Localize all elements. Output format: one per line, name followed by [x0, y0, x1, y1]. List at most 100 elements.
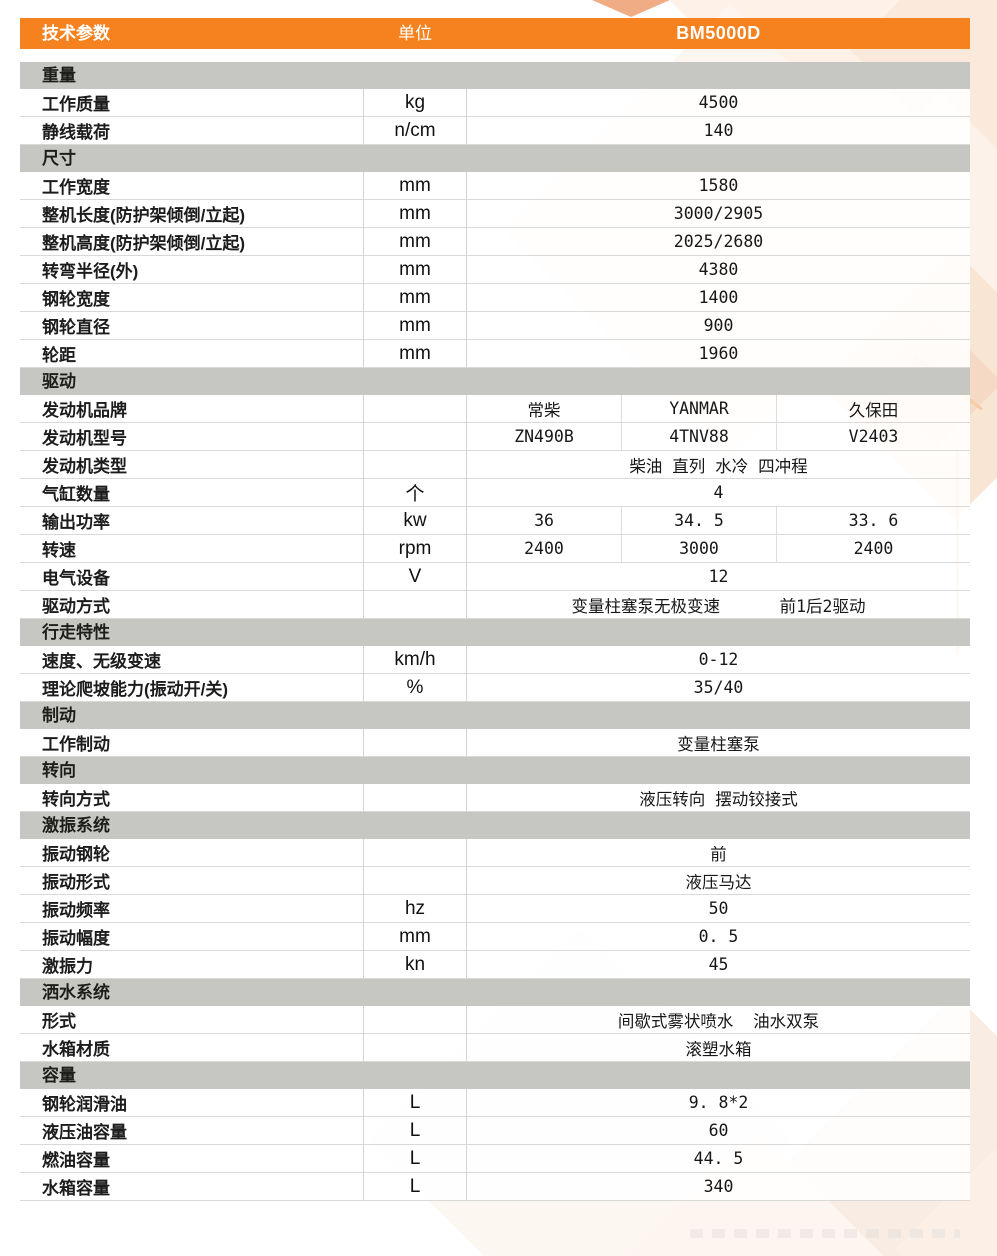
- spec-value: 变量柱塞泵: [677, 734, 760, 754]
- section-header: 转向: [20, 757, 970, 784]
- spec-unit: mm: [363, 256, 467, 283]
- spec-value: 1960: [698, 344, 739, 363]
- spec-unit: L: [363, 1173, 467, 1200]
- spec-unit: L: [363, 1117, 467, 1144]
- spec-value: 0-12: [698, 650, 739, 669]
- section-header: 尺寸: [20, 145, 970, 172]
- spec-unit: [363, 1034, 467, 1061]
- spec-value-group: ZN490B 4TNV88 V2403: [467, 423, 970, 450]
- spec-value: 4500: [698, 93, 739, 112]
- spec-label: 电气设备: [42, 569, 110, 588]
- spec-value: 3000/2905: [673, 204, 764, 223]
- spec-value: 140: [703, 121, 734, 140]
- bg-triangle-top: [592, 0, 670, 17]
- spec-label: 发动机类型: [42, 457, 127, 476]
- spec-subvalue: 常柴: [467, 395, 622, 422]
- spec-label: 整机长度(防护架倾倒/立起): [42, 206, 246, 225]
- section-header: 洒水系统: [20, 979, 970, 1006]
- spec-value: 变量柱塞泵无极变速 前1后2驱动: [571, 596, 866, 616]
- spec-unit: mm: [363, 340, 467, 367]
- spec-unit: V: [363, 563, 467, 590]
- section-header: 制动: [20, 702, 970, 729]
- spec-label: 输出功率: [42, 513, 110, 532]
- spec-row: 水箱容量 L 340: [20, 1173, 970, 1201]
- watermark: [690, 1229, 960, 1238]
- spec-row: 转弯半径(外) mm 4380: [20, 256, 970, 284]
- spec-label: 理论爬坡能力(振动开/关): [42, 680, 229, 699]
- spec-value: 60: [708, 1121, 729, 1140]
- spec-label: 钢轮宽度: [42, 290, 110, 309]
- spec-label: 水箱材质: [42, 1040, 110, 1059]
- spec-value: 12: [708, 567, 729, 586]
- spec-row: 气缸数量 个 4: [20, 479, 970, 507]
- spec-unit: [363, 395, 467, 422]
- spec-row: 钢轮润滑油 L 9. 8*2: [20, 1089, 970, 1117]
- spec-label: 激振力: [42, 957, 93, 976]
- spec-unit: km/h: [363, 646, 467, 673]
- spec-subvalue: V2403: [848, 427, 899, 446]
- table-body: 重量 工作质量 kg 4500 静线载荷 n/cm 140 尺寸 工作宽度 mm 1580 整机长度(…: [20, 62, 970, 1201]
- spec-row: 轮距 mm 1960: [20, 340, 970, 368]
- spec-label: 形式: [42, 1012, 76, 1031]
- spec-subvalue: 久保田: [848, 400, 899, 420]
- spec-subvalue: 36: [467, 507, 622, 534]
- spec-value: 50: [708, 899, 729, 918]
- spec-value: 液压转向 摆动铰接式: [639, 789, 798, 809]
- spec-unit: [363, 1006, 467, 1033]
- spec-row: 振动频率 hz 50: [20, 895, 970, 923]
- spec-row: 燃油容量 L 44. 5: [20, 1145, 970, 1173]
- spec-row: 发动机品牌 常柴 YANMAR 久保田: [20, 395, 970, 423]
- spec-row: 激振力 kn 45: [20, 951, 970, 979]
- spec-label: 工作质量: [42, 95, 110, 114]
- spec-unit: hz: [363, 895, 467, 922]
- spec-value: 前: [710, 844, 727, 864]
- spec-label: 水箱容量: [42, 1179, 110, 1198]
- spec-subvalue: ZN490B: [467, 423, 622, 450]
- spec-subvalue: 3000: [622, 535, 777, 562]
- spec-row: 整机长度(防护架倾倒/立起) mm 3000/2905: [20, 200, 970, 228]
- spec-subvalue: 34. 5: [622, 507, 777, 534]
- spec-value: 2025/2680: [673, 232, 764, 251]
- section-header: 容量: [20, 1062, 970, 1089]
- spec-subvalue: YANMAR: [622, 395, 777, 422]
- spec-unit: mm: [363, 228, 467, 255]
- spec-label: 工作制动: [42, 735, 110, 754]
- spec-label: 整机高度(防护架倾倒/立起): [42, 234, 246, 253]
- section-header: 行走特性: [20, 619, 970, 646]
- spec-value: 1400: [698, 288, 739, 307]
- spec-unit: [363, 867, 467, 894]
- spec-row: 工作制动 变量柱塞泵: [20, 729, 970, 757]
- spec-value: 900: [703, 316, 734, 335]
- spec-row: 转速 rpm 2400 3000 2400: [20, 535, 970, 563]
- spec-row: 发动机类型 柴油 直列 水冷 四冲程: [20, 451, 970, 479]
- spec-unit: L: [363, 1145, 467, 1172]
- spec-row: 转向方式 液压转向 摆动铰接式: [20, 784, 970, 812]
- spec-unit: [363, 591, 467, 618]
- spec-value: 0. 5: [698, 927, 739, 946]
- spec-row: 振动幅度 mm 0. 5: [20, 923, 970, 951]
- spec-value: 4380: [698, 260, 739, 279]
- spec-value-group: 2400 3000 2400: [467, 535, 970, 562]
- spec-value: 4: [713, 483, 724, 502]
- spec-row: 工作宽度 mm 1580: [20, 172, 970, 200]
- spec-unit: mm: [363, 200, 467, 227]
- spec-subvalue: 4TNV88: [622, 423, 777, 450]
- spec-label: 发动机品牌: [42, 401, 127, 420]
- spec-subvalue: 33. 6: [848, 511, 899, 530]
- table-header-band: 技术参数 单位 BM5000D: [20, 18, 970, 49]
- spec-value: 44. 5: [693, 1149, 744, 1168]
- spec-row: 电气设备 V 12: [20, 563, 970, 591]
- spec-label: 液压油容量: [42, 1123, 127, 1142]
- spec-row: 钢轮宽度 mm 1400: [20, 284, 970, 312]
- spec-row: 输出功率 kw 36 34. 5 33. 6: [20, 507, 970, 535]
- spec-value-group: 36 34. 5 33. 6: [467, 507, 970, 534]
- spec-subvalue: 2400: [467, 535, 622, 562]
- spec-value: 9. 8*2: [688, 1093, 749, 1112]
- spec-unit: n/cm: [363, 117, 467, 144]
- spec-row: 速度、无级变速 km/h 0-12: [20, 646, 970, 674]
- spec-unit: [363, 784, 467, 811]
- spec-unit: kg: [363, 89, 467, 116]
- spec-row: 钢轮直径 mm 900: [20, 312, 970, 340]
- spec-label: 钢轮直径: [42, 318, 110, 337]
- spec-label: 转速: [42, 541, 76, 560]
